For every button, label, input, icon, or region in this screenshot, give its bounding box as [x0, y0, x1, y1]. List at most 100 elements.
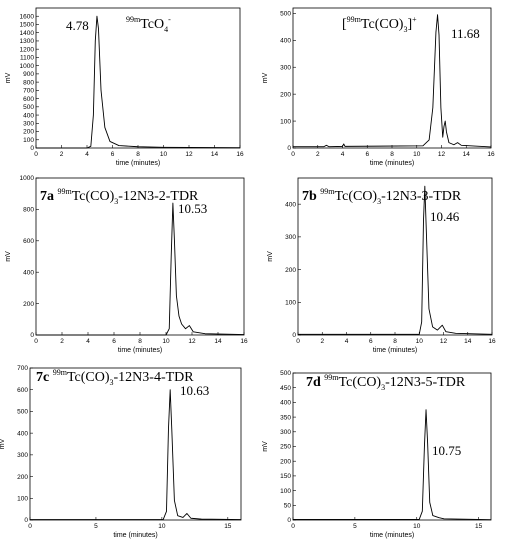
- chart-panel-5: 0 5 10 15 0 100 200 300 400 500 600 700 time (minute…: [0, 365, 242, 539]
- y-tick-label: 500: [23, 104, 34, 111]
- y-tick-label: 150: [280, 473, 291, 480]
- x-tick-label: 2: [320, 338, 324, 345]
- y-tick-label: 0: [287, 145, 291, 152]
- x-tick-label: 2: [60, 151, 64, 158]
- x-tick-label: 4: [85, 151, 89, 158]
- y-tick-label: 300: [17, 452, 28, 459]
- x-tick-label: 14: [464, 338, 472, 345]
- y-tick-label: 200: [280, 91, 291, 98]
- y-tick-label: 100: [280, 118, 291, 125]
- chart-panel-3: 0 2 4 6 8 10 12 14 16 0 200 400 600 800 1000 time (minu…: [5, 175, 248, 354]
- x-tick-label: 10: [162, 338, 170, 345]
- y-tick-label: 300: [285, 234, 296, 241]
- x-tick-label: 8: [138, 338, 142, 345]
- chart-panel-4: 0 2 4 6 8 10 12 14 16 0 100 200 300 400 time (minutes)…: [267, 177, 496, 354]
- y-axis-label: mV: [262, 441, 269, 452]
- compound-label: 7c 99m​Tc(CO)3​-12N3-4-TDR: [36, 368, 194, 387]
- y-axis-label: mV: [262, 72, 269, 83]
- peak-retention-label: 10.46: [430, 209, 460, 224]
- x-tick-label: 0: [291, 151, 295, 158]
- x-tick-label: 10: [413, 151, 421, 158]
- x-tick-label: 16: [488, 338, 496, 345]
- x-tick-label: 4: [86, 338, 90, 345]
- peak-retention-label: 10.63: [180, 383, 209, 398]
- y-tick-label: 200: [280, 458, 291, 465]
- chromatogram-trace: [36, 15, 241, 149]
- peak-retention-label: 11.68: [451, 26, 480, 41]
- y-tick-label: 0: [24, 517, 28, 524]
- x-tick-label: 10: [413, 523, 421, 530]
- y-tick-label: 500: [280, 370, 291, 377]
- chromatogram-trace: [293, 14, 492, 148]
- x-tick-label: 0: [291, 523, 295, 530]
- x-tick-label: 6: [369, 338, 373, 345]
- y-tick-label: 400: [17, 430, 28, 437]
- x-tick-label: 15: [224, 523, 232, 530]
- chromatogram-trace: [30, 389, 242, 521]
- y-tick-label: 1300: [20, 38, 35, 45]
- y-tick-label: 0: [292, 332, 296, 339]
- y-tick-label: 200: [23, 129, 34, 136]
- y-tick-label: 0: [287, 517, 291, 524]
- y-tick-label: 1000: [20, 63, 35, 70]
- x-axis-label: time (minutes): [113, 532, 157, 539]
- y-tick-label: 300: [280, 64, 291, 71]
- compound-label: 99m​TcO4​-​: [126, 15, 171, 34]
- y-tick-label: 400: [23, 112, 34, 119]
- x-tick-label: 8: [136, 151, 140, 158]
- x-tick-label: 0: [34, 338, 38, 345]
- x-tick-label: 14: [463, 151, 471, 158]
- x-axis-label: time (minutes): [116, 160, 160, 167]
- y-tick-label: 1100: [20, 55, 34, 62]
- y-tick-label: 0: [30, 145, 34, 152]
- x-tick-label: 6: [365, 151, 369, 158]
- y-tick-label: 400: [23, 269, 34, 276]
- y-tick-label: 700: [17, 365, 28, 372]
- x-tick-label: 6: [111, 151, 115, 158]
- y-axis-label: mV: [267, 251, 274, 262]
- y-tick-label: 450: [280, 385, 291, 392]
- y-axis-label: mV: [0, 438, 6, 449]
- compound-label: [99m​Tc(CO)3​]+​: [342, 15, 417, 34]
- x-tick-label: 4: [341, 151, 345, 158]
- y-tick-label: 300: [23, 120, 34, 127]
- compound-label: 7d 99m​Tc(CO)3​-12N3-5-TDR: [306, 373, 466, 392]
- y-axis-label: mV: [5, 72, 12, 83]
- y-tick-label: 800: [23, 207, 34, 214]
- x-tick-label: 0: [28, 523, 32, 530]
- y-tick-label: 600: [17, 387, 28, 394]
- x-tick-label: 12: [188, 338, 196, 345]
- compound-label: 7a 99m​Tc(CO)3​-12N3-2-TDR: [40, 187, 199, 206]
- x-tick-label: 12: [440, 338, 448, 345]
- y-tick-label: 900: [23, 71, 34, 78]
- chromatogram-trace: [36, 202, 245, 336]
- compound-label: 7b 99m​Tc(CO)3​-12N3-3-TDR: [302, 187, 462, 206]
- y-tick-label: 100: [280, 488, 291, 495]
- x-tick-label: 10: [160, 151, 168, 158]
- peak-retention-label: 4.78: [66, 18, 89, 33]
- y-tick-label: 500: [280, 11, 291, 18]
- x-tick-label: 0: [296, 338, 300, 345]
- peak-retention-label: 10.53: [178, 201, 207, 216]
- x-tick-label: 0: [34, 151, 38, 158]
- x-axis-label: time (minutes): [370, 532, 414, 539]
- y-tick-label: 200: [285, 267, 296, 274]
- x-tick-label: 5: [353, 523, 357, 530]
- x-tick-label: 10: [158, 523, 166, 530]
- y-tick-label: 600: [23, 238, 34, 245]
- x-axis-label: time (minutes): [370, 160, 414, 167]
- y-tick-label: 700: [23, 88, 34, 95]
- chart-panel-6: 0 5 10 15050100150200250300350400450500time…: [262, 370, 492, 539]
- y-tick-label: 1500: [20, 22, 35, 29]
- x-tick-label: 12: [438, 151, 446, 158]
- x-axis-label: time (minutes): [118, 347, 162, 354]
- x-tick-label: 4: [345, 338, 349, 345]
- x-tick-label: 16: [240, 338, 248, 345]
- y-tick-label: 400: [285, 201, 296, 208]
- y-tick-label: 200: [23, 301, 34, 308]
- x-axis-label: time (minutes): [373, 347, 417, 354]
- x-tick-label: 16: [487, 151, 495, 158]
- y-tick-label: 0: [30, 332, 34, 339]
- y-tick-label: 500: [17, 409, 28, 416]
